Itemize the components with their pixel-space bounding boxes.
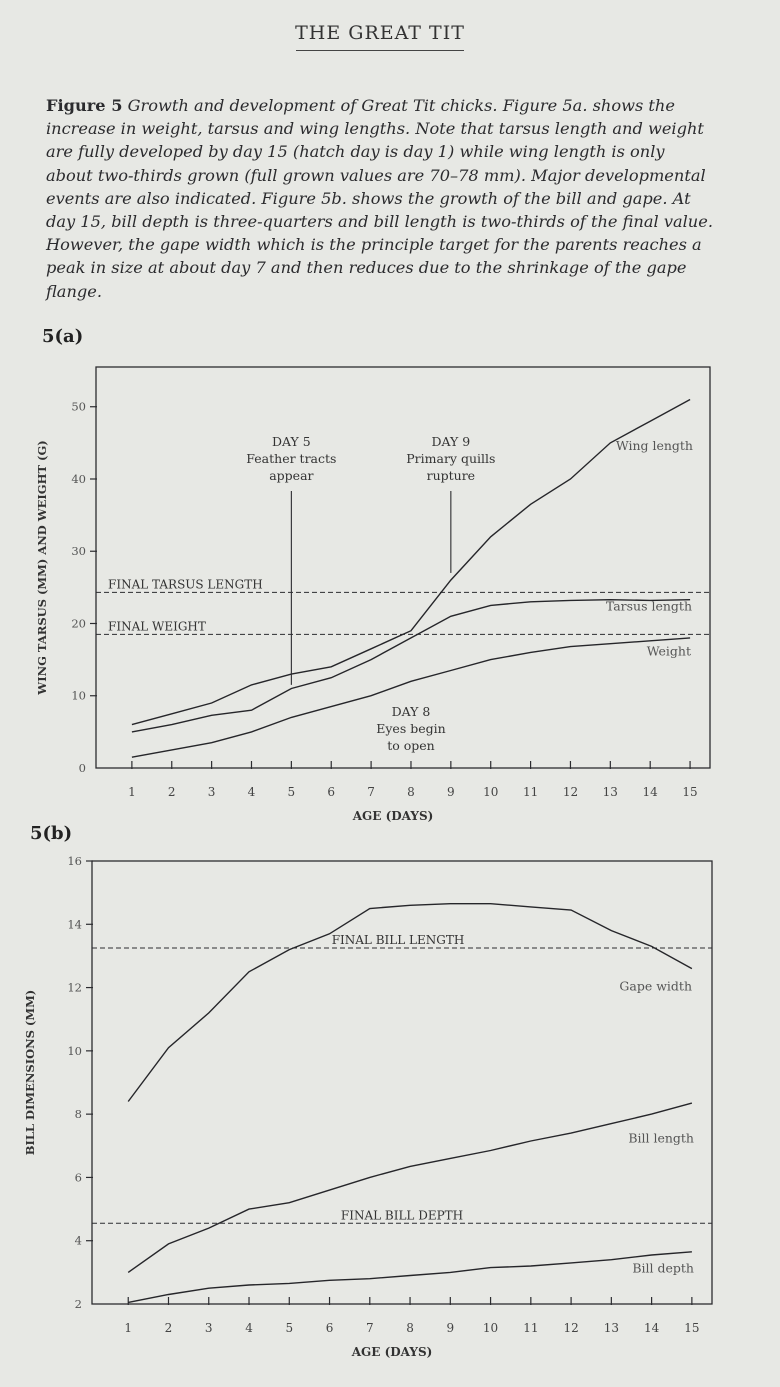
reference-label-bg (326, 933, 470, 948)
y-tick-label: 30 (71, 544, 86, 558)
figure-label: Figure 5 (46, 96, 123, 115)
x-tick-label: 6 (327, 785, 335, 799)
x-tick-label: 13 (604, 1321, 619, 1335)
x-tick-label: 11 (523, 1321, 538, 1335)
panel-label-b: 5(b) (30, 823, 73, 844)
y-tick-label: 2 (75, 1297, 82, 1311)
x-axis-label: AGE (DAYS) (352, 809, 434, 823)
legend-label-weight: Weight (647, 643, 691, 658)
figure-caption: Figure 5 Growth and development of Great… (46, 94, 716, 303)
y-tick-label: 16 (67, 854, 82, 868)
y-tick-label: 20 (71, 616, 86, 630)
x-tick-label: 13 (603, 785, 618, 799)
x-tick-label: 1 (124, 1321, 132, 1335)
annotation-text: DAY 5 (272, 434, 311, 449)
x-tick-label: 14 (643, 785, 659, 799)
y-tick-label: 10 (71, 689, 86, 703)
x-axis-label: AGE (DAYS) (351, 1345, 433, 1359)
legend-label-bill-depth: Bill depth (632, 1260, 694, 1275)
x-tick-label: 8 (407, 785, 415, 799)
reference-label-final-bill-length: FINAL BILL LENGTH (332, 933, 465, 947)
series-line-tarsus-length (131, 598, 691, 733)
y-tick-label: 40 (71, 472, 86, 486)
x-tick-label: 12 (563, 1321, 578, 1335)
legend-label-gape-width: Gape width (619, 979, 692, 994)
y-tick-label: 6 (75, 1170, 82, 1184)
x-tick-label: 2 (168, 785, 176, 799)
x-tick-label: 5 (288, 785, 296, 799)
y-axis-label: BILL DIMENSIONS (MM) (23, 990, 37, 1156)
x-tick-label: 14 (644, 1321, 660, 1335)
series-line-wing-length (131, 398, 691, 726)
x-tick-label: 15 (684, 1321, 699, 1335)
y-tick-label: 12 (67, 981, 82, 995)
annotation-text: rupture (427, 468, 475, 483)
y-axis-label: WING TARSUS (MM) AND WEIGHT (G) (35, 440, 49, 695)
reference-label-final-bill-depth: FINAL BILL DEPTH (341, 1208, 463, 1222)
x-tick-label: 9 (446, 1321, 454, 1335)
annotation-text: DAY 9 (431, 434, 470, 449)
x-tick-label: 8 (406, 1321, 414, 1335)
x-tick-label: 7 (366, 1321, 374, 1335)
series-line-gape-width (127, 903, 693, 1102)
running-head-rule (296, 50, 464, 51)
series-line-bill-depth (128, 1251, 692, 1304)
x-tick-label: 4 (248, 785, 256, 799)
y-tick-label: 14 (67, 917, 82, 931)
running-head: THE GREAT TIT (295, 22, 465, 44)
x-tick-label: 3 (205, 1321, 213, 1335)
y-tick-label: 10 (67, 1044, 82, 1058)
plot-frame (91, 860, 713, 1305)
y-tick-label: 4 (75, 1234, 82, 1248)
x-tick-label: 10 (483, 1321, 498, 1335)
y-tick-label: 0 (79, 761, 86, 775)
annotation-text: to open (387, 738, 435, 753)
x-tick-label: 10 (483, 785, 498, 799)
annotation-text: Eyes begin (376, 721, 445, 736)
annotation-text: DAY 8 (392, 704, 431, 719)
reference-label-final-tarsus-length: FINAL TARSUS LENGTH (108, 577, 263, 591)
reference-label-final-weight: FINAL WEIGHT (108, 619, 206, 633)
annotation-text: appear (269, 468, 313, 483)
x-tick-label: 9 (447, 785, 455, 799)
x-tick-label: 11 (523, 785, 538, 799)
x-tick-label: 15 (682, 785, 697, 799)
x-tick-label: 7 (367, 785, 375, 799)
reference-label-bg (334, 1208, 470, 1223)
x-tick-label: 1 (128, 785, 136, 799)
annotation-text: Primary quills (406, 451, 495, 466)
y-tick-label: 50 (71, 400, 86, 414)
x-tick-label: 3 (208, 785, 216, 799)
panel-label-a: 5(a) (42, 326, 84, 347)
series-line-bill-length (127, 1102, 693, 1273)
legend-label-wing-length: Wing length (616, 438, 693, 453)
figure-caption-text: Growth and development of Great Tit chic… (46, 96, 713, 301)
legend-label-bill-length: Bill length (628, 1131, 694, 1146)
plot-frame (95, 366, 711, 769)
series-line-weight (131, 637, 691, 758)
x-tick-label: 12 (563, 785, 578, 799)
x-tick-label: 2 (165, 1321, 173, 1335)
legend-label-tarsus-length: Tarsus length (606, 598, 692, 613)
y-tick-label: 8 (75, 1107, 82, 1121)
annotation-text: Feather tracts (246, 451, 336, 466)
x-tick-label: 6 (326, 1321, 334, 1335)
x-tick-label: 4 (245, 1321, 253, 1335)
x-tick-label: 5 (285, 1321, 293, 1335)
